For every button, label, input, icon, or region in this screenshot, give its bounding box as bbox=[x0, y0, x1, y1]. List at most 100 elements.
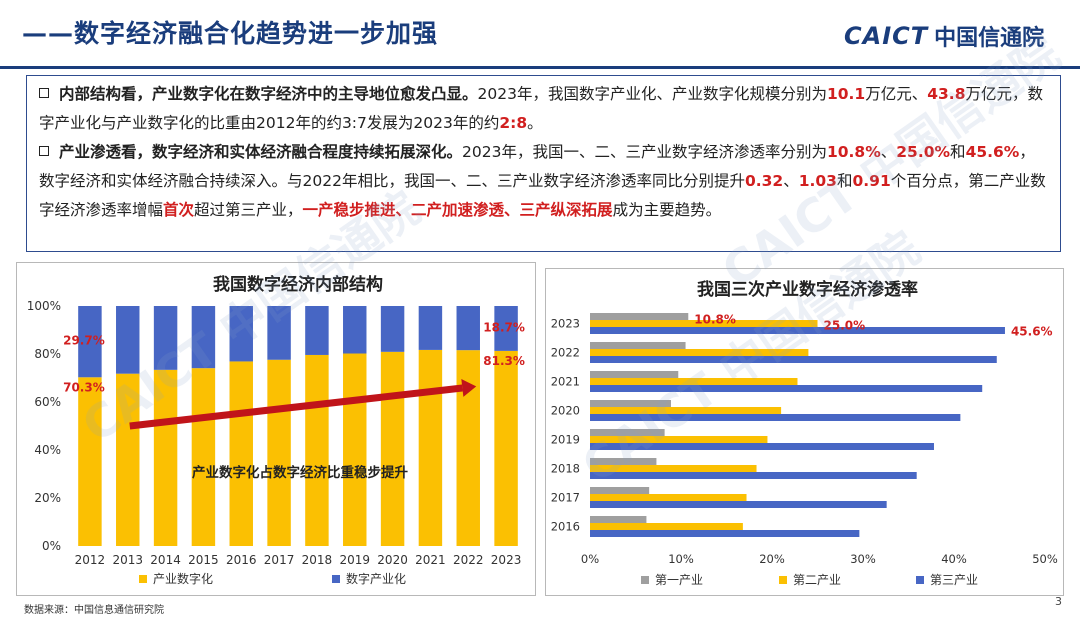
legend-swatch bbox=[139, 575, 147, 583]
bar-tertiary-industry bbox=[590, 443, 934, 450]
trend-arrow-head bbox=[461, 379, 477, 397]
bar-primary-industry bbox=[590, 371, 679, 378]
x-tick-label: 2021 bbox=[415, 553, 446, 567]
x-tick-label: 2022 bbox=[453, 553, 484, 567]
bar-segment-digital-industrialization bbox=[456, 306, 480, 351]
legend-swatch bbox=[332, 575, 340, 583]
bullet-text: 、 bbox=[783, 172, 799, 190]
x-tick-label: 2012 bbox=[75, 553, 106, 567]
trend-arrow-shaft bbox=[129, 384, 463, 430]
bar-segment-industrial-digitalization bbox=[116, 373, 140, 546]
chart-title: 我国数字经济内部结构 bbox=[213, 274, 383, 295]
y-tick-label: 2017 bbox=[551, 491, 580, 505]
highlight-value: 25.0% bbox=[896, 143, 951, 161]
bullet-structure: 内部结构看，产业数字化在数字经济中的主导地位愈发凸显。2023年，我国数字产业化… bbox=[39, 80, 1049, 138]
data-label: 70.3% bbox=[63, 380, 105, 394]
data-label: 18.7% bbox=[483, 320, 525, 334]
bar-primary-industry bbox=[590, 342, 686, 349]
y-tick-label: 20% bbox=[34, 491, 61, 505]
bullet-text: ，数字经济和实体经济融合持续深入。与2022年相比，我国一、二、三产业数字经济渗… bbox=[39, 143, 1035, 190]
caict-logo: CAICT 中国信通院 bbox=[844, 20, 1044, 52]
highlight-value: 43.8 bbox=[927, 85, 966, 103]
bar-segment-digital-industrialization bbox=[191, 306, 216, 369]
highlight-value: 1.03 bbox=[798, 172, 837, 190]
bar-segment-industrial-digitalization bbox=[153, 369, 178, 546]
bar-tertiary-industry bbox=[590, 414, 961, 421]
x-tick-label: 0% bbox=[581, 552, 599, 566]
logo-text-cn: 中国信通院 bbox=[934, 26, 1045, 51]
y-tick-label: 2016 bbox=[551, 520, 580, 534]
x-tick-label: 2023 bbox=[491, 553, 522, 567]
bar-primary-industry bbox=[590, 516, 647, 523]
bullet-lead: 产业渗透看，数字经济和实体经济融合程度持续拓展深化。 bbox=[59, 143, 463, 161]
highlight-value: 0.32 bbox=[744, 172, 784, 190]
bar-segment-digital-industrialization bbox=[343, 306, 367, 354]
y-tick-label: 2022 bbox=[551, 346, 580, 360]
page-number: 3 bbox=[1055, 595, 1062, 608]
chart-panel-structure: 我国数字经济内部结构 0% 20% 40% 60% 80% 100% 2012 2013 2014… bbox=[16, 262, 536, 596]
logo-text-en: CAICT bbox=[844, 22, 929, 50]
chart-title: 我国三次产业数字经济渗透率 bbox=[697, 279, 918, 300]
chart-panel-penetration: 我国三次产业数字经济渗透率 0% 10% 20% 30% 40% 50% 2023 2022 20… bbox=[545, 268, 1064, 596]
bar-segment-digital-industrialization bbox=[229, 306, 253, 362]
bar-tertiary-industry bbox=[590, 385, 983, 392]
highlight-value: 0.91 bbox=[852, 172, 891, 190]
x-tick-label: 2019 bbox=[339, 553, 370, 567]
bullet-text: 2023年，我国数字产业化、产业数字化规模分别为 bbox=[477, 85, 827, 103]
bar-segment-digital-industrialization bbox=[494, 306, 518, 351]
bullet-text: 成为主要趋势。 bbox=[612, 201, 722, 219]
y-tick-label: 2023 bbox=[551, 317, 580, 331]
x-tick-label: 2018 bbox=[302, 553, 333, 567]
bar-segment-digital-industrialization bbox=[380, 306, 405, 352]
x-tick-label: 2017 bbox=[264, 553, 295, 567]
y-tick-label: 40% bbox=[34, 443, 61, 457]
y-tick-label: 100% bbox=[27, 299, 61, 313]
bar-tertiary-industry bbox=[590, 530, 860, 537]
x-tick-label: 50% bbox=[1032, 552, 1058, 566]
highlight-value: 首次 bbox=[163, 201, 195, 219]
bar-segment-industrial-digitalization bbox=[494, 350, 518, 546]
data-label: 45.6% bbox=[1011, 325, 1053, 339]
x-tick-label: 2016 bbox=[226, 553, 257, 567]
bullet-text: 。 bbox=[527, 114, 543, 132]
page-title: ——数字经济融合化趋势进一步加强 bbox=[22, 19, 439, 48]
y-tick-label: 60% bbox=[34, 395, 61, 409]
bar-secondary-industry bbox=[590, 320, 818, 327]
bar-segment-industrial-digitalization bbox=[343, 353, 367, 546]
data-label: 25.0% bbox=[824, 319, 866, 333]
legend-label: 数字产业化 bbox=[346, 571, 406, 586]
data-label: 10.8% bbox=[694, 313, 736, 327]
bar-secondary-industry bbox=[590, 349, 809, 356]
x-tick-label: 2014 bbox=[150, 553, 181, 567]
bar-segment-industrial-digitalization bbox=[380, 351, 405, 546]
bar-primary-industry bbox=[590, 429, 665, 436]
square-bullet-icon bbox=[39, 88, 49, 98]
bar-primary-industry bbox=[590, 400, 671, 407]
bullet-text: 和 bbox=[836, 172, 853, 190]
legend-swatch bbox=[779, 576, 787, 584]
bullet-text: 超过第三产业， bbox=[194, 201, 303, 219]
bullet-penetration: 产业渗透看，数字经济和实体经济融合程度持续拓展深化。2023年，我国一、二、三产… bbox=[39, 138, 1049, 225]
bar-segment-industrial-digitalization bbox=[456, 350, 480, 546]
bar-segment-industrial-digitalization bbox=[267, 359, 291, 546]
bar-primary-industry bbox=[590, 458, 657, 465]
y-tick-label: 0% bbox=[42, 539, 61, 553]
x-tick-label: 10% bbox=[668, 552, 694, 566]
bar-segment-digital-industrialization bbox=[116, 306, 140, 374]
bar-secondary-industry bbox=[590, 523, 743, 530]
bullet-text: 万亿元、 bbox=[865, 85, 928, 103]
highlight-value: 10.8% bbox=[826, 143, 881, 161]
data-source: 数据来源：中国信息通信研究院 bbox=[24, 605, 164, 616]
y-tick-label: 2020 bbox=[551, 404, 580, 418]
header-divider bbox=[0, 66, 1080, 69]
bullet-text: 、 bbox=[880, 143, 897, 161]
legend-label: 产业数字化 bbox=[153, 571, 213, 586]
bar-segment-digital-industrialization bbox=[267, 306, 291, 360]
bar-secondary-industry bbox=[590, 465, 757, 472]
legend-label: 第二产业 bbox=[793, 573, 841, 587]
bar-tertiary-industry bbox=[590, 472, 917, 479]
y-tick-label: 2018 bbox=[551, 462, 580, 476]
y-tick-label: 2021 bbox=[551, 375, 580, 389]
highlight-value: 10.1 bbox=[826, 85, 866, 103]
bar-segment-industrial-digitalization bbox=[305, 354, 329, 546]
